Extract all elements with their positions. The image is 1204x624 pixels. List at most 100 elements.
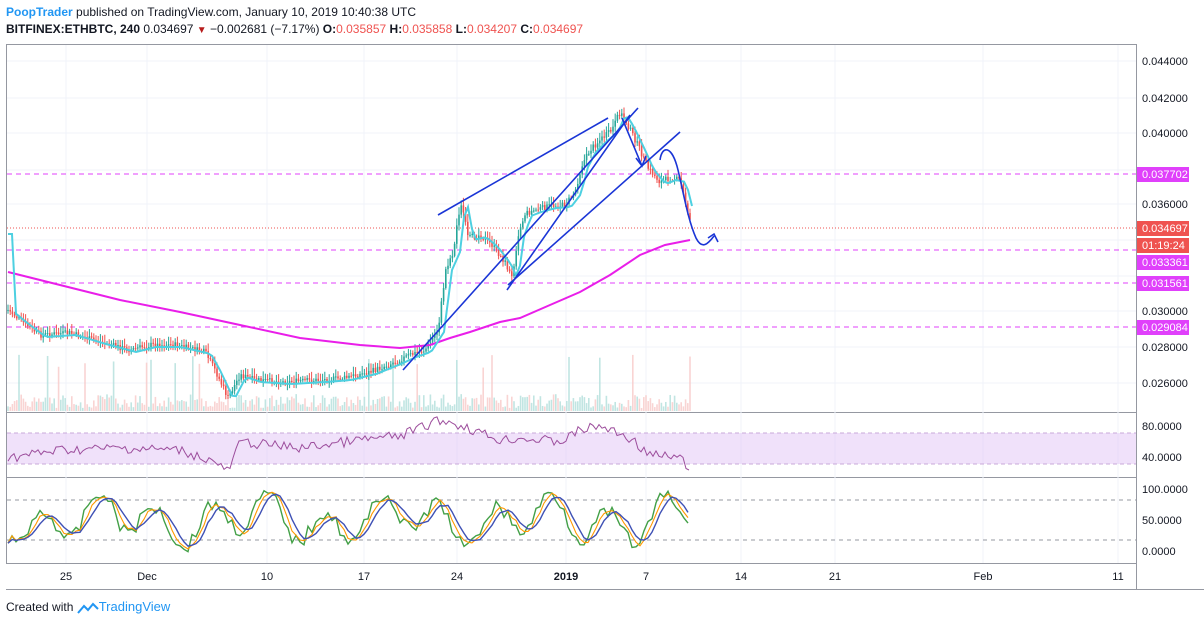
level-badge: 0.031561 xyxy=(1142,278,1188,290)
candle-body xyxy=(11,311,14,315)
candle-body xyxy=(181,345,183,347)
candle-body xyxy=(579,174,581,185)
stoch-axis[interactable]: 100.0000 50.0000 0.0000 xyxy=(1142,484,1188,558)
stoch-slow-line xyxy=(7,491,689,550)
candle-body xyxy=(260,378,262,382)
candle-body xyxy=(156,343,159,348)
volume-bar xyxy=(181,400,183,411)
volume-bar xyxy=(253,404,256,411)
volume-bar xyxy=(288,400,291,411)
candle-body xyxy=(60,333,62,335)
volume-bar xyxy=(500,399,502,411)
candle-body xyxy=(647,160,649,169)
volume-bar xyxy=(68,406,71,411)
open-label: O: xyxy=(322,22,337,36)
volume-bar xyxy=(511,396,513,411)
volume-bar xyxy=(442,394,445,411)
tradingview-link[interactable]: TradingView xyxy=(98,599,171,614)
volume-bar xyxy=(163,400,165,411)
candle-body xyxy=(401,361,403,363)
volume-bar xyxy=(390,401,392,411)
volume-bar xyxy=(438,407,440,411)
volume-bar xyxy=(176,400,179,411)
volume-bar xyxy=(425,406,427,411)
candle-body xyxy=(13,314,16,317)
candle-body xyxy=(62,331,64,334)
candle-body xyxy=(247,374,249,377)
volume-bar xyxy=(453,404,456,411)
volume-bar xyxy=(326,406,328,411)
candle-body xyxy=(363,373,366,375)
stoch-pane[interactable] xyxy=(6,477,1137,564)
volume-bar xyxy=(570,401,572,411)
symbol-label[interactable]: BITFINEX:ETHBTC, 240 xyxy=(6,22,141,36)
volume-bar xyxy=(625,407,627,411)
author-link[interactable]: PoopTrader xyxy=(6,5,73,19)
time-axis[interactable]: 25 Dec 10 17 24 2019 7 14 21 Feb 11 xyxy=(60,571,1124,583)
volume-bar xyxy=(603,406,605,411)
candle-body xyxy=(592,144,594,151)
volume-bar xyxy=(286,397,289,411)
volume-bar xyxy=(346,397,348,411)
candle-body xyxy=(530,210,533,215)
rsi-axis[interactable]: 80.0000 40.0000 xyxy=(1142,421,1182,464)
candle-body xyxy=(88,336,91,340)
candle-body xyxy=(667,176,669,181)
candle-body xyxy=(491,242,493,247)
candle-body xyxy=(385,366,388,368)
candle-body xyxy=(535,209,537,211)
candle-body xyxy=(493,245,495,247)
price-axis[interactable]: 0.044000 0.042000 0.040000 0.036000 0.03… xyxy=(1142,56,1188,390)
volume-bar xyxy=(335,396,337,411)
volume-bar xyxy=(361,405,363,411)
volume-bar xyxy=(101,396,104,411)
trendline-drawings[interactable] xyxy=(402,107,719,371)
candle-body xyxy=(231,390,234,394)
volume-bar xyxy=(293,398,295,411)
candle-body xyxy=(603,136,605,138)
volume-bar xyxy=(568,356,570,411)
volume-bar xyxy=(343,401,346,411)
volume-bar xyxy=(629,405,632,411)
level-badge: 0.037702 xyxy=(1142,169,1188,181)
volume-bar xyxy=(471,398,473,411)
volume-bar xyxy=(671,402,674,411)
volume-bar xyxy=(159,403,161,411)
volume-bar xyxy=(236,397,238,411)
volume-bar xyxy=(240,395,242,411)
rsi-tick: 40.0000 xyxy=(1142,452,1182,464)
volume-bar xyxy=(75,404,77,411)
candle-body xyxy=(416,351,418,353)
candle-body xyxy=(253,376,256,379)
candle-body xyxy=(339,378,341,380)
volume-bar xyxy=(541,405,544,411)
volume-bar xyxy=(458,396,460,411)
volume-bar xyxy=(632,354,634,411)
footer: Created with TradingView xyxy=(6,599,170,614)
time-label: 7 xyxy=(643,571,649,583)
countdown-badge: 01:19:24 xyxy=(1142,240,1185,252)
time-label: 24 xyxy=(451,571,463,583)
stoch-tick: 0.0000 xyxy=(1142,546,1176,558)
candle-body xyxy=(174,342,176,348)
candle-body xyxy=(368,370,370,375)
volume-bar xyxy=(205,401,207,411)
volume-bar xyxy=(524,397,526,411)
candle-body xyxy=(308,378,311,380)
volume-bar xyxy=(44,397,47,411)
volume-bar xyxy=(313,395,315,411)
volume-bar xyxy=(379,398,381,411)
volume-bar xyxy=(110,395,113,411)
volume-bar xyxy=(119,407,121,411)
volume-bar xyxy=(460,394,462,411)
candle-body xyxy=(405,355,407,357)
candle-body xyxy=(632,127,634,134)
volume-bar xyxy=(563,406,566,411)
candle-body xyxy=(684,192,687,204)
volume-bar xyxy=(469,405,471,411)
volume-bar xyxy=(616,407,619,411)
volume-bar xyxy=(73,404,75,411)
volume-bar xyxy=(247,406,249,411)
volume-bar xyxy=(16,400,18,411)
